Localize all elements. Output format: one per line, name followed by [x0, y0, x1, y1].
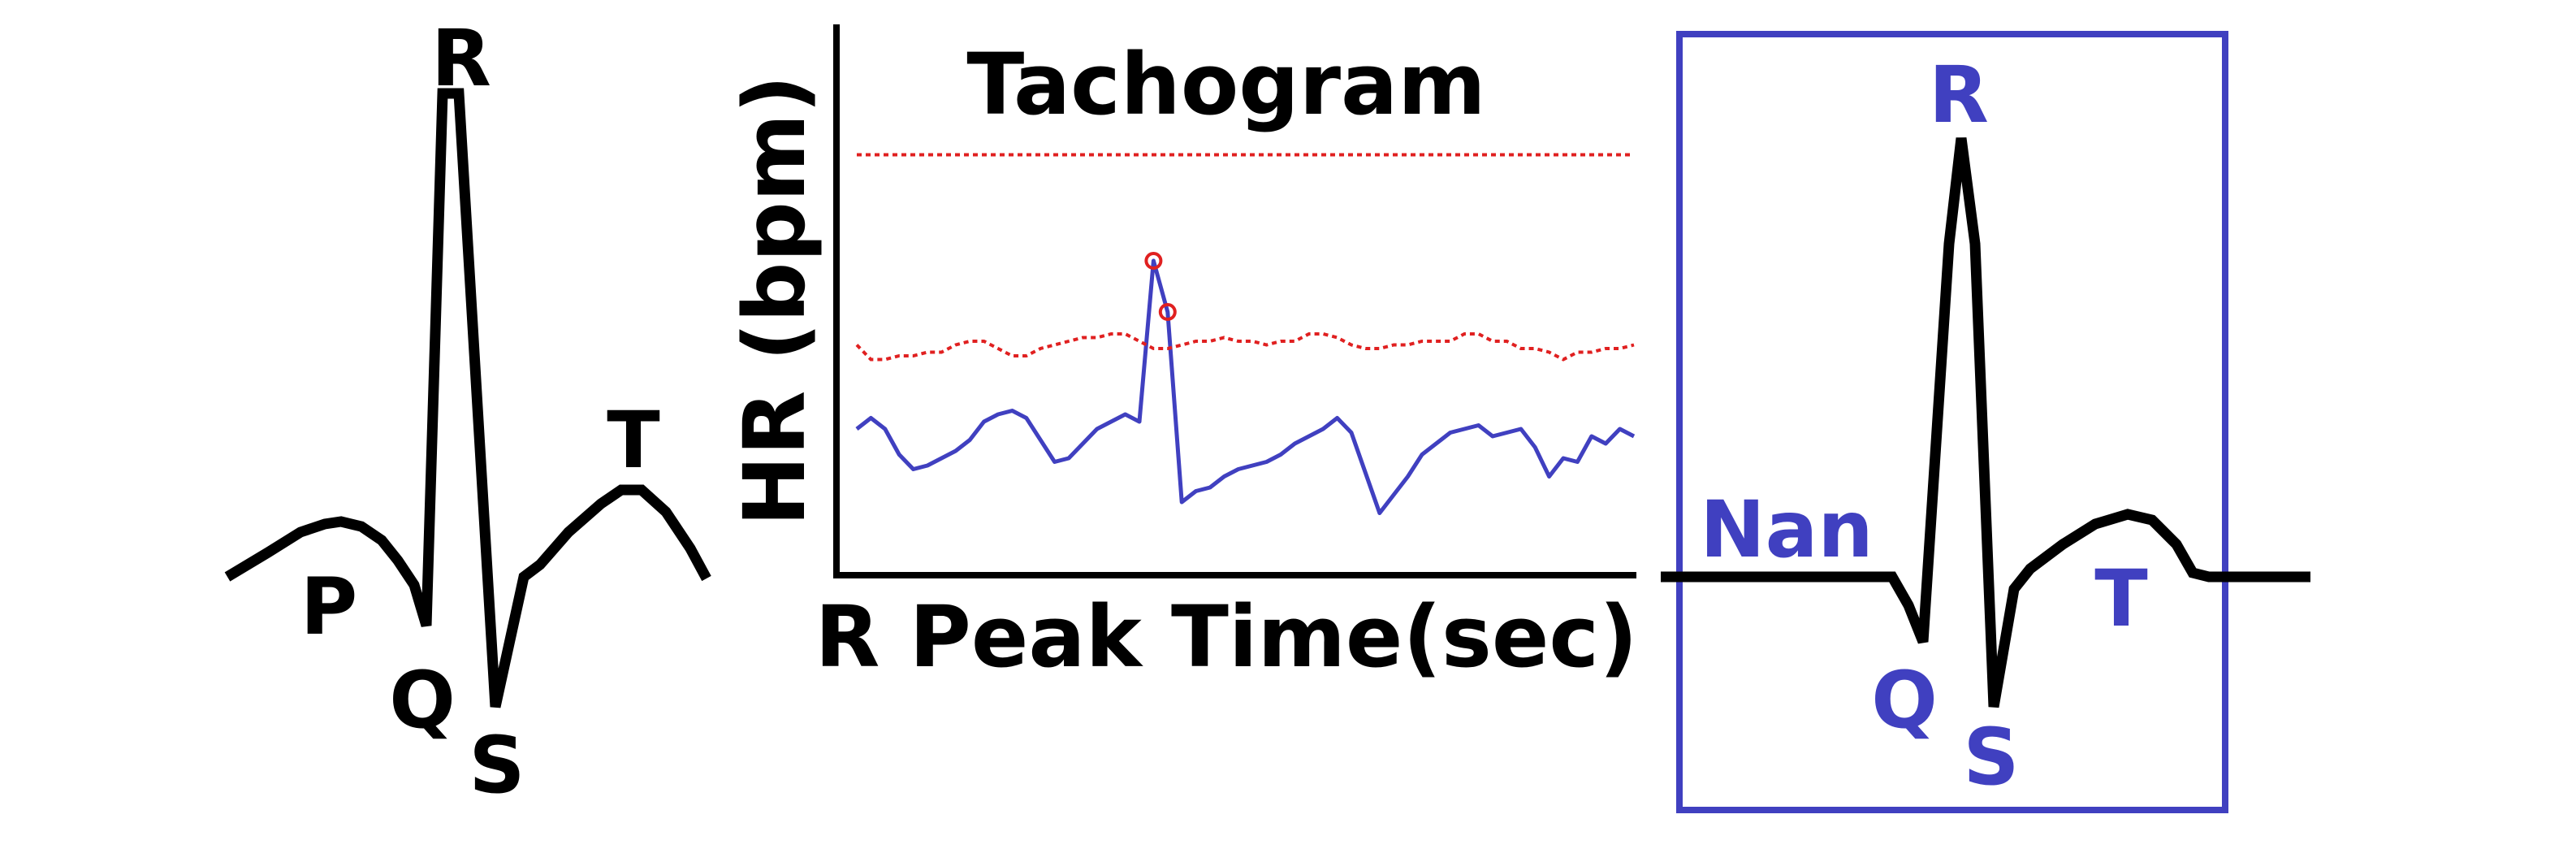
series-line-lower-threshold [855, 332, 1635, 362]
left-label-t: T [607, 395, 659, 486]
right-label-r: R [1929, 50, 1989, 141]
right-label-nan: Nan [1700, 484, 1873, 575]
right-label-s: S [1963, 712, 2019, 803]
tachogram-chart: Tachogram R Peak Time(sec) HR (bpm) [725, 24, 1638, 687]
series-line-hr [855, 258, 1636, 515]
left-ecg-panel: R T P Q S [224, 13, 711, 811]
left-label-q: Q [389, 655, 456, 746]
left-label-r: R [431, 13, 491, 104]
right-ecg-waveform [1661, 137, 2310, 708]
left-ecg-waveform [224, 88, 711, 708]
plot-area [855, 153, 1636, 515]
y-axis-label: HR (bpm) [725, 75, 824, 526]
left-label-s: S [469, 720, 525, 811]
highlight-box [1676, 31, 2228, 813]
flagged-point-2 [1158, 303, 1177, 321]
x-axis-label: R Peak Time(sec) [815, 587, 1637, 687]
right-label-t: T [2094, 553, 2147, 644]
flagged-point-1 [1144, 252, 1163, 270]
left-label-p: P [300, 561, 357, 652]
right-ecg-panel: R Nan T Q S [1661, 31, 2310, 813]
right-label-q: Q [1871, 655, 1938, 746]
chart-title: Tachogram [966, 35, 1485, 134]
